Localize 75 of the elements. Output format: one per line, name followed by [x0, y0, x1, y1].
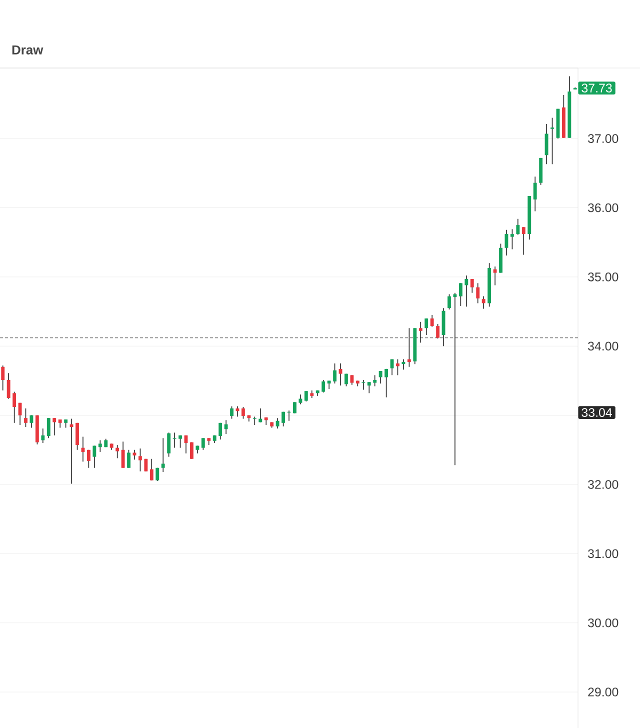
- candlestick: [458, 282, 462, 306]
- candlestick: [367, 382, 371, 394]
- candlestick: [70, 418, 74, 484]
- candlestick: [436, 324, 440, 339]
- candlestick: [92, 445, 96, 468]
- candlestick: [224, 420, 228, 434]
- candlestick: [86, 449, 90, 468]
- candlestick: [350, 374, 354, 386]
- candlestick: [396, 358, 400, 376]
- candlestick: [298, 394, 302, 405]
- candlestick: [470, 278, 474, 294]
- y-tick-label: 37.00: [588, 134, 618, 143]
- candlestick: [402, 358, 406, 370]
- candlestick: [24, 408, 28, 428]
- candlestick: [338, 363, 342, 386]
- candlestick: [476, 282, 480, 304]
- candlestick: [178, 434, 182, 448]
- candlestick: [167, 432, 171, 458]
- candlestick: [384, 368, 388, 398]
- candlestick: [12, 391, 16, 424]
- candlestick: [1, 365, 5, 391]
- candlestick: [230, 406, 234, 420]
- annotation: 37.73: [582, 84, 612, 92]
- candlestick: [218, 422, 222, 440]
- candlestick: [516, 218, 520, 236]
- candlestick: [373, 374, 377, 387]
- candlestick: [98, 440, 102, 452]
- candlestick: [190, 442, 194, 460]
- candlestick: [482, 296, 486, 310]
- candlestick: [6, 372, 10, 400]
- candlestick: [544, 124, 548, 165]
- candlestick: [41, 428, 45, 444]
- candlestick: [201, 438, 205, 450]
- candlestick: [156, 467, 160, 482]
- candlestick: [418, 322, 422, 344]
- candlestick: [76, 422, 79, 450]
- y-tick-label: 29.00: [588, 688, 618, 696]
- candlestick: [161, 438, 165, 472]
- candlestick: [52, 418, 56, 436]
- candlestick: [510, 228, 514, 250]
- candlestick: [333, 363, 337, 384]
- candlestick: [150, 458, 154, 481]
- text: Draw: [12, 45, 44, 55]
- y-tick-label: 32.00: [588, 480, 618, 489]
- y-tick-label: 36.00: [588, 203, 618, 212]
- candlestick: [453, 292, 457, 466]
- y-tick-label: 30.00: [588, 618, 618, 628]
- y-tick-label: 35.00: [588, 272, 618, 282]
- candlestick: [424, 318, 428, 336]
- candlestick: [304, 390, 308, 402]
- candlestick: [550, 117, 554, 165]
- candlestick: [172, 432, 176, 448]
- candlestick: [448, 294, 451, 310]
- candlestick: [430, 314, 434, 328]
- candlestick: [344, 373, 348, 387]
- candlestick: [362, 380, 366, 390]
- candlestick: [242, 406, 245, 420]
- candlestick: [464, 275, 468, 308]
- candlestick: [132, 449, 136, 460]
- annotation: 33.04: [582, 408, 612, 417]
- candlestick: [121, 441, 125, 468]
- candlestick: [127, 449, 130, 468]
- candlestick: [46, 418, 50, 439]
- candlestick: [276, 418, 280, 429]
- candlestick: [378, 370, 382, 384]
- candlestick: [282, 411, 285, 427]
- y-tick-label: 31.00: [588, 549, 618, 558]
- candlestick: [522, 226, 526, 256]
- candlestick: [144, 458, 148, 472]
- candlestick: [533, 176, 537, 212]
- y-tick-label: 34.00: [588, 342, 618, 351]
- candlestick: [138, 448, 142, 472]
- candlestick: [407, 328, 411, 368]
- candlestick: [322, 380, 326, 393]
- candlestick: [116, 444, 120, 459]
